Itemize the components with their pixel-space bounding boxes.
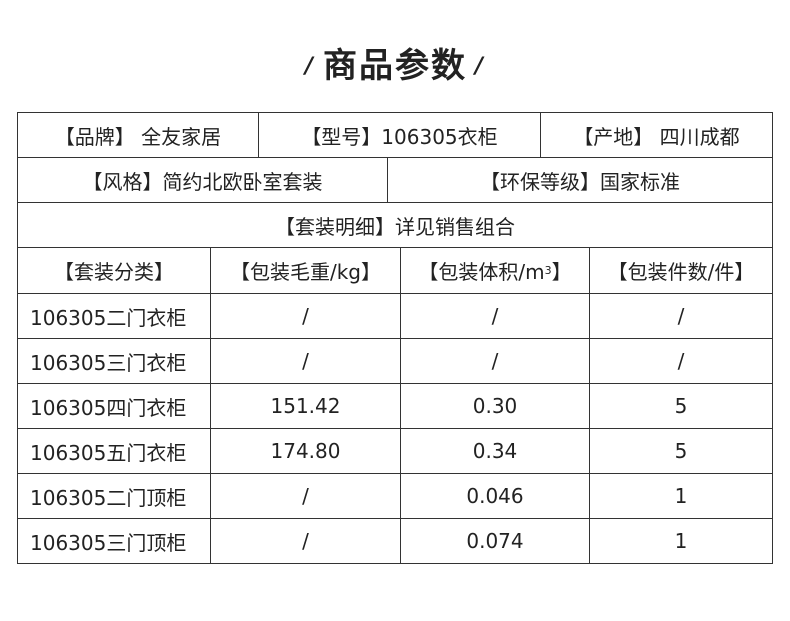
header-row: 【套装分类】 【包装毛重/kg】 【包装体积/m 3】 【包装件数/件】: [18, 248, 773, 294]
table-row: 106305五门衣柜 174.80 0.34 5: [18, 429, 773, 474]
cell-volume: 0.074: [401, 519, 590, 564]
cell-name: 106305五门衣柜: [18, 429, 211, 474]
column-header: 【包装体积/m 3】: [401, 248, 590, 294]
cell-name: 106305三门衣柜: [18, 339, 211, 384]
info-row: 【套装明细】详见销售组合: [18, 203, 773, 248]
cell-weight: 151.42: [211, 384, 401, 429]
slash-decoration-icon: /: [475, 54, 486, 79]
cell-volume: 0.30: [401, 384, 590, 429]
cell-weight: /: [211, 339, 401, 384]
cell-pieces: 1: [590, 519, 773, 564]
origin-cell: 【产地】 四川成都: [541, 113, 773, 158]
cell-volume: /: [401, 339, 590, 384]
cell-pieces: 1: [590, 474, 773, 519]
cell-name: 106305二门衣柜: [18, 294, 211, 339]
column-header: 【包装毛重/kg】: [211, 248, 401, 294]
table-row: 106305四门衣柜 151.42 0.30 5: [18, 384, 773, 429]
cell-name: 106305三门顶柜: [18, 519, 211, 564]
cell-volume: /: [401, 294, 590, 339]
model-cell: 【型号】106305衣柜: [259, 113, 541, 158]
cell-pieces: /: [590, 339, 773, 384]
eco-level-cell: 【环保等级】国家标准: [388, 158, 773, 203]
slash-decoration-icon: /: [304, 54, 315, 79]
column-header: 【套装分类】: [18, 248, 211, 294]
info-row: 【品牌】 全友家居 【型号】106305衣柜 【产地】 四川成都: [18, 113, 773, 158]
brand-cell: 【品牌】 全友家居: [18, 113, 259, 158]
table-row: 106305二门顶柜/0.046 1: [18, 474, 773, 519]
title-text: 商品参数: [323, 46, 467, 86]
set-detail-cell: 【套装明细】详见销售组合: [18, 203, 773, 248]
superscript: 3: [544, 264, 552, 277]
table-row: 106305三门衣柜 / / /: [18, 339, 773, 384]
cell-pieces: /: [590, 294, 773, 339]
page-title: / 商品参数 /: [0, 38, 790, 87]
cell-name: 106305二门顶柜: [18, 474, 211, 519]
style-cell: 【风格】简约北欧卧室套装: [18, 158, 388, 203]
cell-volume: 0.34: [401, 429, 590, 474]
header-text: 】: [551, 260, 572, 284]
column-header: 【包装件数/件】: [590, 248, 773, 294]
table-row: 106305二门衣柜 / / /: [18, 294, 773, 339]
info-row: 【风格】简约北欧卧室套装 【环保等级】国家标准: [18, 158, 773, 203]
cell-weight: /: [211, 294, 401, 339]
cell-weight: 174.80: [211, 429, 401, 474]
header-text: 【包装体积/m: [418, 260, 545, 284]
table-row: 106305三门顶柜/0.074 1: [18, 519, 773, 564]
cell-pieces: 5: [590, 429, 773, 474]
spec-table: 【品牌】 全友家居 【型号】106305衣柜 【产地】 四川成都 【风格】简约北…: [17, 112, 773, 564]
cell-pieces: 5: [590, 384, 773, 429]
cell-weight: /: [211, 474, 401, 519]
cell-volume: 0.046: [401, 474, 590, 519]
cell-name: 106305四门衣柜: [18, 384, 211, 429]
cell-weight: /: [211, 519, 401, 564]
